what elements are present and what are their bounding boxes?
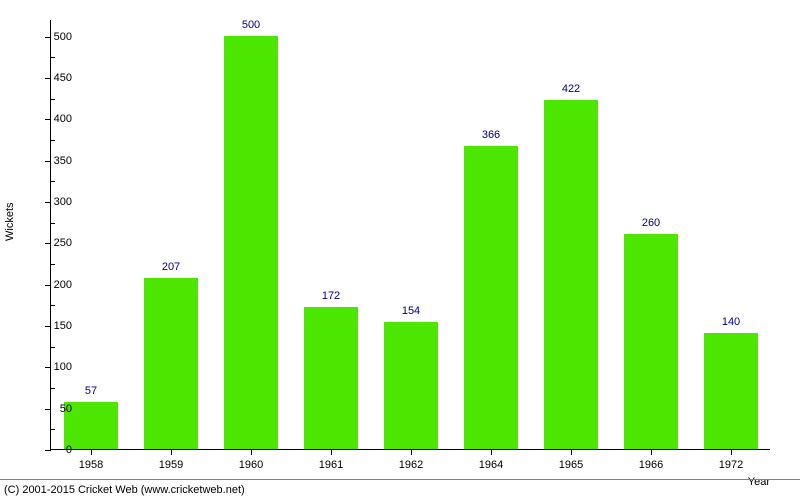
bar [224, 36, 278, 449]
y-tick [45, 202, 51, 203]
x-tick-label: 1966 [639, 459, 663, 471]
x-tick [171, 449, 172, 455]
bar-value-label: 154 [402, 305, 420, 317]
bar-value-label: 500 [242, 19, 260, 31]
x-tick [491, 449, 492, 455]
copyright-text: (C) 2001-2015 Cricket Web (www.cricketwe… [4, 484, 245, 496]
bar [624, 234, 678, 449]
y-tick-label: 0 [66, 444, 72, 456]
footer-separator [0, 479, 800, 480]
y-tick-label: 400 [54, 113, 72, 125]
chart-container: 5719582071959500196017219611541962366196… [50, 20, 770, 450]
y-tick [45, 326, 51, 327]
x-tick-label: 1959 [159, 459, 183, 471]
y-tick [45, 450, 51, 451]
y-tick [45, 119, 51, 120]
y-tick [45, 243, 51, 244]
x-tick [251, 449, 252, 455]
x-tick-label: 1960 [239, 459, 263, 471]
y-tick [45, 409, 51, 410]
y-tick-minor [51, 429, 55, 430]
y-tick-label: 50 [60, 403, 72, 415]
y-tick [45, 161, 51, 162]
x-tick-label: 1964 [479, 459, 503, 471]
y-tick-minor [51, 140, 55, 141]
y-tick-minor [51, 347, 55, 348]
x-tick [571, 449, 572, 455]
y-tick-minor [51, 223, 55, 224]
bar [304, 307, 358, 449]
x-tick [731, 449, 732, 455]
x-tick [411, 449, 412, 455]
y-tick-minor [51, 388, 55, 389]
y-tick-minor [51, 264, 55, 265]
y-tick [45, 367, 51, 368]
bar [704, 333, 758, 449]
x-tick [91, 449, 92, 455]
bar-value-label: 422 [562, 83, 580, 95]
x-tick-label: 1961 [319, 459, 343, 471]
y-tick-minor [51, 99, 55, 100]
x-tick [331, 449, 332, 455]
y-tick-minor [51, 305, 55, 306]
bar [464, 146, 518, 449]
x-tick-label: 1972 [719, 459, 743, 471]
x-tick-label: 1965 [559, 459, 583, 471]
y-axis-title: Wickets [4, 203, 16, 242]
x-tick-label: 1962 [399, 459, 423, 471]
y-tick-label: 200 [54, 279, 72, 291]
bar-value-label: 172 [322, 290, 340, 302]
bar-value-label: 57 [85, 385, 97, 397]
x-tick-label: 1958 [79, 459, 103, 471]
y-tick-label: 500 [54, 31, 72, 43]
bar-value-label: 260 [642, 217, 660, 229]
x-tick [651, 449, 652, 455]
y-tick-label: 350 [54, 155, 72, 167]
y-tick-label: 250 [54, 237, 72, 249]
y-tick-label: 300 [54, 196, 72, 208]
bar [144, 278, 198, 449]
y-tick [45, 37, 51, 38]
bar-value-label: 207 [162, 261, 180, 273]
bar-value-label: 366 [482, 129, 500, 141]
y-tick [45, 285, 51, 286]
y-tick-minor [51, 57, 55, 58]
y-tick-label: 450 [54, 72, 72, 84]
plot-area: 5719582071959500196017219611541962366196… [50, 20, 770, 450]
y-tick-label: 150 [54, 320, 72, 332]
bar [384, 322, 438, 449]
y-tick-label: 100 [54, 361, 72, 373]
bar-value-label: 140 [722, 316, 740, 328]
bar [544, 100, 598, 449]
y-tick-minor [51, 181, 55, 182]
x-axis-title: Year [748, 476, 770, 488]
y-tick [45, 78, 51, 79]
